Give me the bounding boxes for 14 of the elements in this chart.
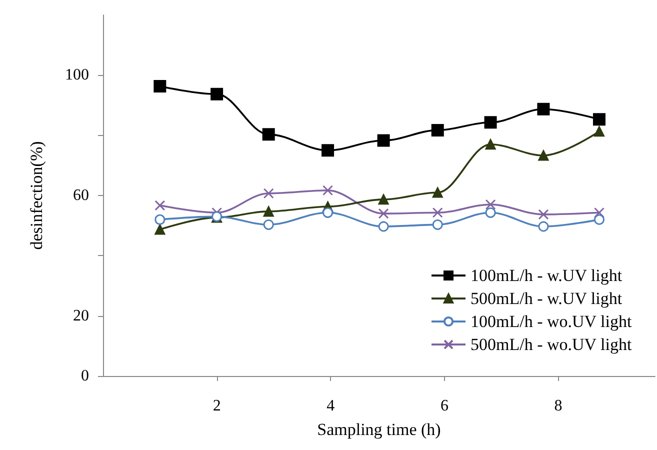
legend-label: 500mL/h - w.UV light xyxy=(470,289,622,308)
y-tick-label: 20 xyxy=(73,307,89,324)
y-tick-label: 100 xyxy=(65,66,89,84)
x-tick-label: 2 xyxy=(212,398,221,414)
legend-label: 100mL/h - w.UV light xyxy=(470,266,622,285)
y-tick-label: 60 xyxy=(73,187,89,204)
x-tick-label: 6 xyxy=(440,398,448,414)
legend-label: 100mL/h - wo.UV light xyxy=(470,312,632,331)
x-tick-label: 4 xyxy=(326,398,335,414)
legend-label: 500mL/h - wo.UV light xyxy=(470,335,632,354)
y-axis-title: desinfection(%) xyxy=(27,141,46,250)
y-tick-label: 0 xyxy=(81,368,89,384)
x-axis-title: Sampling time (h) xyxy=(317,420,441,439)
x-tick-label: 8 xyxy=(554,398,562,414)
